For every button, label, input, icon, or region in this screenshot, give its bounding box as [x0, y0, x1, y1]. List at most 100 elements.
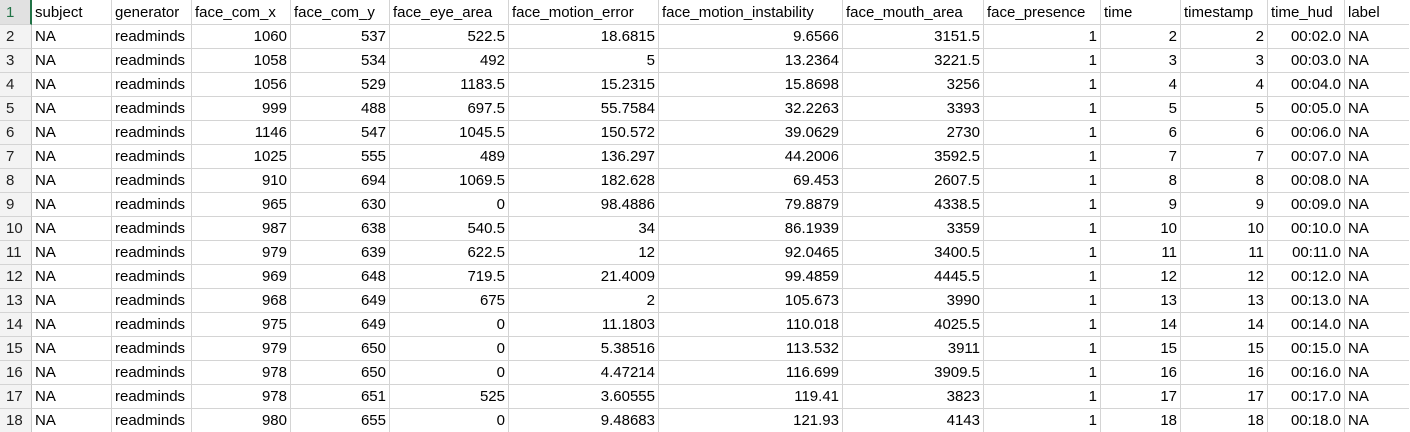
table-cell[interactable]: readminds: [112, 145, 192, 169]
table-cell[interactable]: 4338.5: [843, 193, 984, 217]
table-cell[interactable]: 5: [1181, 97, 1268, 121]
table-cell[interactable]: NA: [1345, 121, 1409, 145]
row-header[interactable]: 17: [0, 385, 32, 409]
table-cell[interactable]: NA: [1345, 25, 1409, 49]
table-cell[interactable]: 0: [390, 313, 509, 337]
table-cell[interactable]: NA: [1345, 361, 1409, 385]
table-cell[interactable]: 113.532: [659, 337, 843, 361]
table-cell[interactable]: 965: [192, 193, 291, 217]
table-cell[interactable]: 4143: [843, 409, 984, 432]
table-cell[interactable]: 999: [192, 97, 291, 121]
table-cell[interactable]: NA: [32, 265, 112, 289]
row-header[interactable]: 5: [0, 97, 32, 121]
table-cell[interactable]: 3990: [843, 289, 984, 313]
table-cell[interactable]: NA: [32, 25, 112, 49]
table-cell[interactable]: readminds: [112, 241, 192, 265]
table-cell[interactable]: 11: [1101, 241, 1181, 265]
table-cell[interactable]: 1: [984, 361, 1101, 385]
table-cell[interactable]: 489: [390, 145, 509, 169]
row-header[interactable]: 16: [0, 361, 32, 385]
table-cell[interactable]: 44.2006: [659, 145, 843, 169]
table-cell[interactable]: 00:13.0: [1268, 289, 1345, 313]
table-cell[interactable]: 00:04.0: [1268, 73, 1345, 97]
table-cell[interactable]: 675: [390, 289, 509, 313]
table-cell[interactable]: 18.6815: [509, 25, 659, 49]
table-cell[interactable]: 1045.5: [390, 121, 509, 145]
table-cell[interactable]: NA: [1345, 193, 1409, 217]
table-cell[interactable]: 648: [291, 265, 390, 289]
table-cell[interactable]: 622.5: [390, 241, 509, 265]
table-cell[interactable]: 00:03.0: [1268, 49, 1345, 73]
row-header[interactable]: 18: [0, 409, 32, 432]
table-cell[interactable]: 1: [984, 73, 1101, 97]
table-cell[interactable]: 3: [1181, 49, 1268, 73]
table-cell[interactable]: 979: [192, 337, 291, 361]
table-cell[interactable]: NA: [32, 313, 112, 337]
table-cell[interactable]: 529: [291, 73, 390, 97]
table-cell[interactable]: readminds: [112, 289, 192, 313]
row-header[interactable]: 10: [0, 217, 32, 241]
table-cell[interactable]: 00:02.0: [1268, 25, 1345, 49]
table-cell[interactable]: NA: [32, 97, 112, 121]
table-cell[interactable]: 2730: [843, 121, 984, 145]
table-cell[interactable]: 3911: [843, 337, 984, 361]
table-cell[interactable]: 8: [1101, 169, 1181, 193]
table-cell[interactable]: NA: [32, 217, 112, 241]
row-header[interactable]: 11: [0, 241, 32, 265]
table-cell[interactable]: 1069.5: [390, 169, 509, 193]
table-cell[interactable]: 5: [509, 49, 659, 73]
table-cell[interactable]: 00:18.0: [1268, 409, 1345, 432]
table-cell[interactable]: 34: [509, 217, 659, 241]
table-cell[interactable]: 1183.5: [390, 73, 509, 97]
table-cell[interactable]: 3: [1101, 49, 1181, 73]
table-cell[interactable]: 1: [984, 217, 1101, 241]
table-cell[interactable]: NA: [32, 361, 112, 385]
table-cell[interactable]: 13: [1101, 289, 1181, 313]
row-header[interactable]: 6: [0, 121, 32, 145]
table-cell[interactable]: 15: [1181, 337, 1268, 361]
table-cell[interactable]: 0: [390, 361, 509, 385]
table-cell[interactable]: 14: [1101, 313, 1181, 337]
table-cell[interactable]: 1: [984, 145, 1101, 169]
table-cell[interactable]: 1: [984, 169, 1101, 193]
table-cell[interactable]: 16: [1181, 361, 1268, 385]
table-cell[interactable]: 649: [291, 289, 390, 313]
table-cell[interactable]: readminds: [112, 193, 192, 217]
table-cell[interactable]: readminds: [112, 97, 192, 121]
table-cell[interactable]: 969: [192, 265, 291, 289]
table-cell[interactable]: NA: [32, 49, 112, 73]
table-cell[interactable]: 99.4859: [659, 265, 843, 289]
table-cell[interactable]: 978: [192, 361, 291, 385]
table-cell[interactable]: 987: [192, 217, 291, 241]
table-cell[interactable]: 15: [1101, 337, 1181, 361]
table-cell[interactable]: 525: [390, 385, 509, 409]
header-cell-label[interactable]: label: [1345, 0, 1409, 25]
table-cell[interactable]: 4: [1101, 73, 1181, 97]
row-header[interactable]: 3: [0, 49, 32, 73]
table-cell[interactable]: 69.453: [659, 169, 843, 193]
table-cell[interactable]: NA: [1345, 217, 1409, 241]
row-header[interactable]: 13: [0, 289, 32, 313]
header-cell-face-eye-area[interactable]: face_eye_area: [390, 0, 509, 25]
table-cell[interactable]: 651: [291, 385, 390, 409]
table-cell[interactable]: 2: [509, 289, 659, 313]
table-cell[interactable]: 650: [291, 337, 390, 361]
table-cell[interactable]: 649: [291, 313, 390, 337]
table-cell[interactable]: 00:15.0: [1268, 337, 1345, 361]
table-cell[interactable]: 1: [984, 121, 1101, 145]
row-header[interactable]: 12: [0, 265, 32, 289]
table-cell[interactable]: 1: [984, 241, 1101, 265]
row-header[interactable]: 2: [0, 25, 32, 49]
table-cell[interactable]: 3823: [843, 385, 984, 409]
table-cell[interactable]: 1: [984, 409, 1101, 432]
table-cell[interactable]: 00:09.0: [1268, 193, 1345, 217]
table-cell[interactable]: NA: [1345, 385, 1409, 409]
table-cell[interactable]: 0: [390, 409, 509, 432]
table-cell[interactable]: 1056: [192, 73, 291, 97]
table-cell[interactable]: 18: [1181, 409, 1268, 432]
table-cell[interactable]: 3.60555: [509, 385, 659, 409]
table-cell[interactable]: 3256: [843, 73, 984, 97]
table-cell[interactable]: 55.7584: [509, 97, 659, 121]
table-cell[interactable]: 3909.5: [843, 361, 984, 385]
table-cell[interactable]: 719.5: [390, 265, 509, 289]
